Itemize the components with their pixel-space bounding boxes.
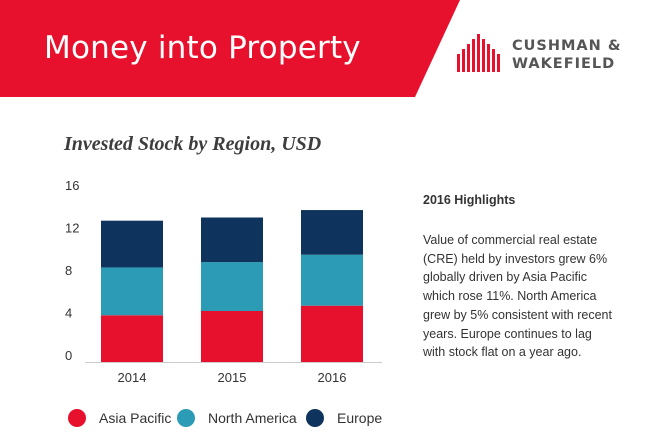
y-tick-label: 0 xyxy=(65,348,72,363)
legend-label: Asia Pacific xyxy=(99,410,172,426)
legend-label: Europe xyxy=(337,410,383,426)
x-tick-label: 2014 xyxy=(118,370,147,385)
legend-label: North America xyxy=(208,410,297,426)
bar-2014-asia-pacific xyxy=(101,315,163,362)
bars-group xyxy=(101,210,363,362)
cushman-wakefield-logo-icon xyxy=(457,34,500,72)
highlights-body: Value of commercial real estate (CRE) he… xyxy=(423,233,612,360)
highlights-title: 2016 Highlights xyxy=(423,193,516,207)
y-tick-label: 4 xyxy=(65,306,72,321)
chart-title: Invested Stock by Region, USD xyxy=(64,133,322,155)
bar-2014-europe xyxy=(101,220,163,268)
brand-line-1: CUSHMAN & xyxy=(512,38,622,54)
brand-line-2: WAKEFIELD xyxy=(512,56,616,72)
legend-dot-asia-pacific xyxy=(68,409,86,427)
bar-2015-north-america xyxy=(201,262,263,311)
bar-2014-north-america xyxy=(101,267,163,316)
legend-item-north-america: North America xyxy=(177,409,297,427)
bar-2016-europe xyxy=(301,210,363,255)
bar-2016-north-america xyxy=(301,254,363,306)
header-banner xyxy=(0,0,651,97)
chart-legend: Asia Pacific North America Europe xyxy=(0,409,400,437)
legend-dot-north-america xyxy=(177,409,195,427)
y-tick-label: 8 xyxy=(65,263,72,278)
legend-dot-europe xyxy=(306,409,324,427)
x-tick-label: 2016 xyxy=(318,370,347,385)
banner-background xyxy=(0,0,460,97)
y-tick-label: 16 xyxy=(65,178,79,193)
x-tick-label: 2015 xyxy=(218,370,247,385)
y-tick-label: 12 xyxy=(65,221,79,236)
bar-2015-asia-pacific xyxy=(201,311,263,362)
y-axis-ticks: 0 4 8 12 16 xyxy=(65,178,79,363)
legend-item-asia-pacific: Asia Pacific xyxy=(68,409,171,427)
bar-2016-asia-pacific xyxy=(301,305,363,362)
legend-item-europe: Europe xyxy=(306,409,382,427)
bar-2015-europe xyxy=(201,217,263,263)
brand-name: CUSHMAN & WAKEFIELD xyxy=(512,37,621,73)
x-axis-ticks: 2014 2015 2016 xyxy=(118,370,347,385)
page-title: Money into Property xyxy=(44,30,361,66)
